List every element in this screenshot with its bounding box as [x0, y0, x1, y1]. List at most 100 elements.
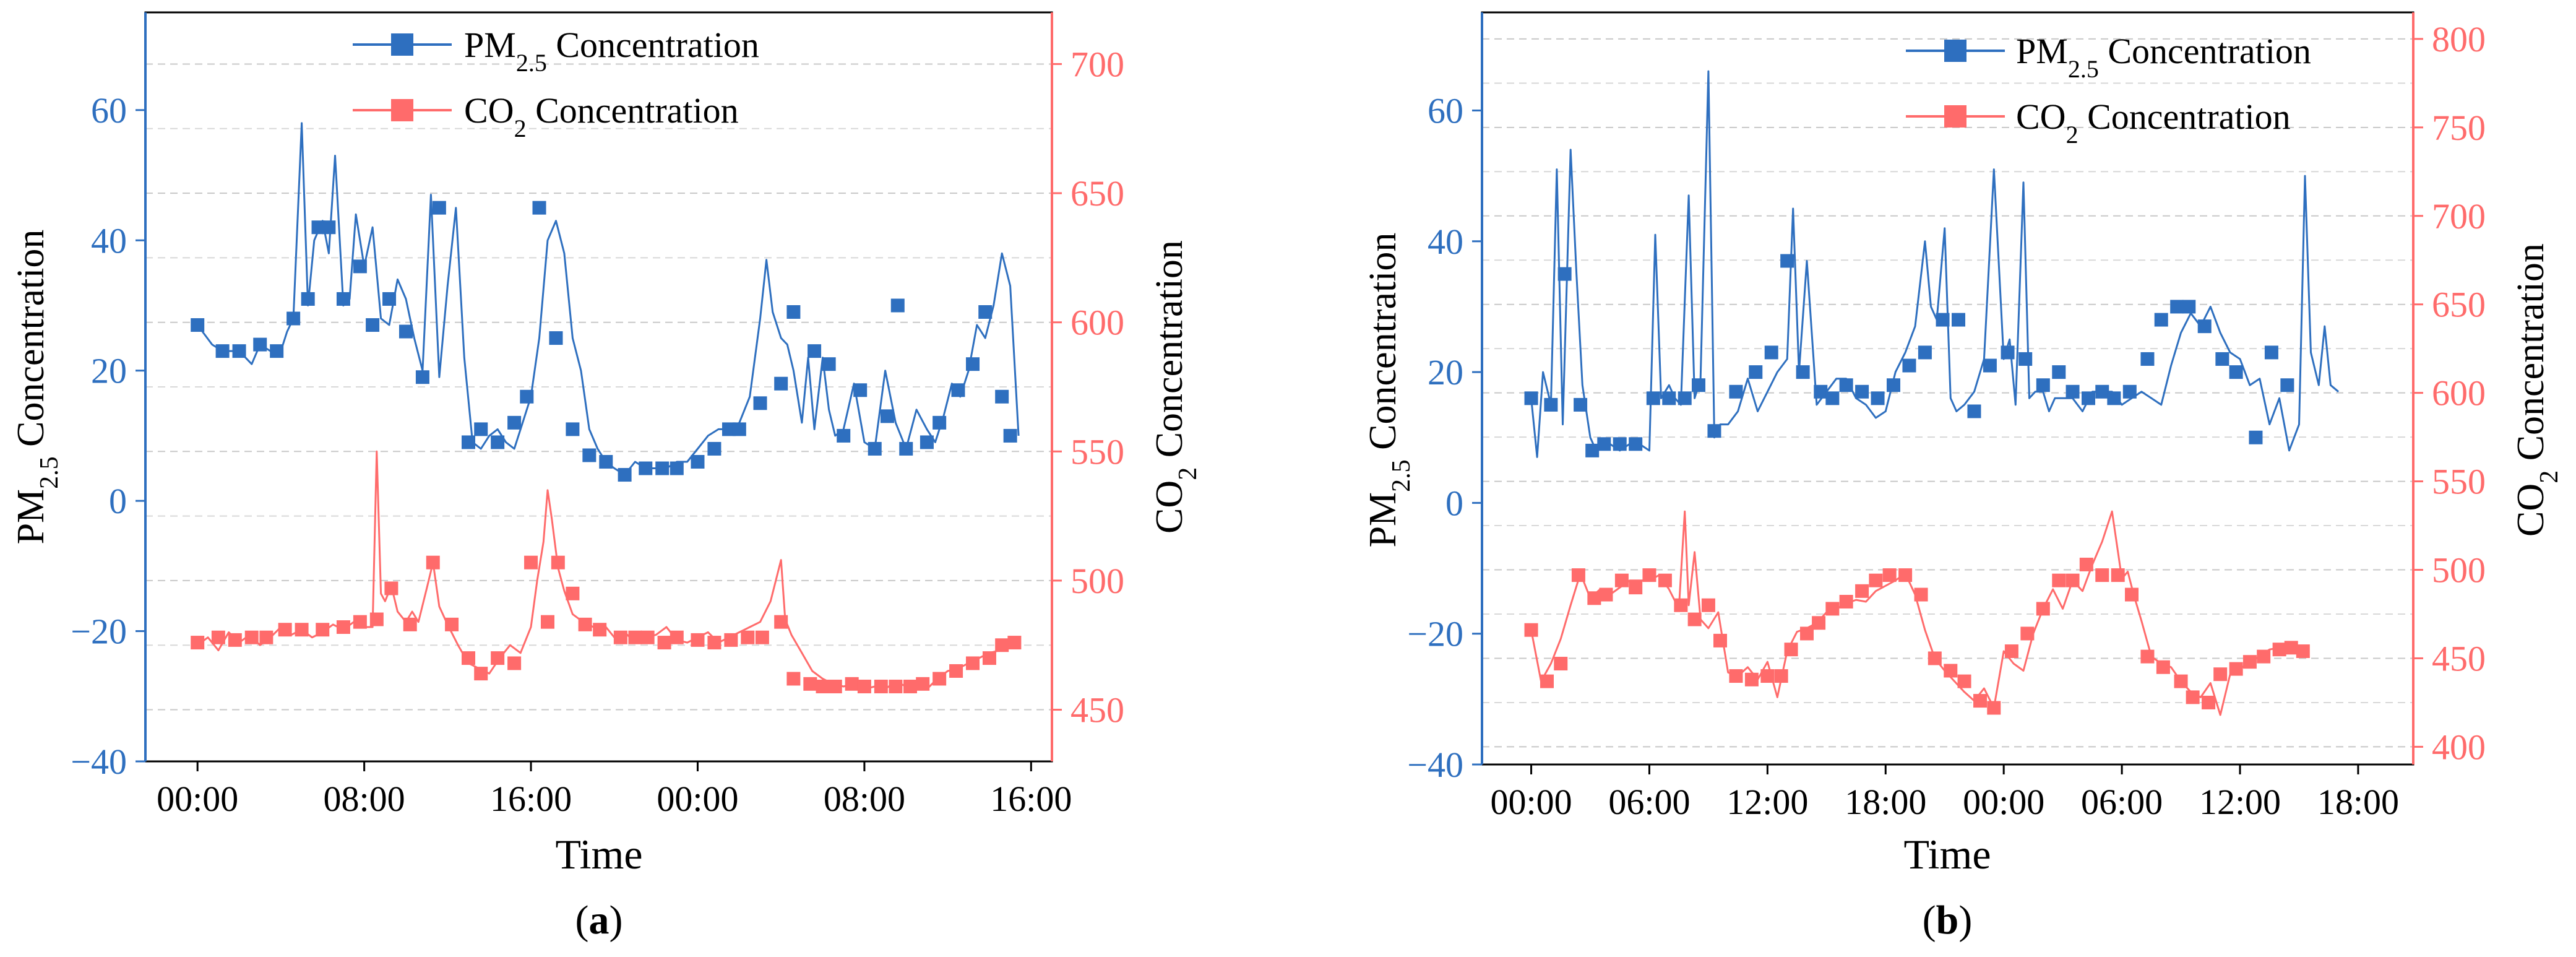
pm25-marker: [532, 201, 546, 215]
pm25-marker: [382, 292, 397, 306]
pm25-marker: [853, 383, 868, 397]
co2-marker: [857, 680, 871, 693]
co2-line: [197, 450, 1017, 690]
co2-marker: [628, 630, 642, 644]
pm25-marker: [2018, 352, 2033, 366]
co2-marker: [1658, 573, 1672, 587]
pm25-marker: [549, 331, 563, 345]
co2-marker: [786, 672, 801, 686]
co2-marker: [2020, 626, 2035, 641]
co2-marker: [228, 633, 242, 647]
right-axis-title: CO2 Concentration: [1148, 240, 1202, 534]
right-tick-label: 750: [2432, 108, 2486, 148]
pm25-marker: [868, 441, 882, 456]
pm25-marker: [837, 428, 851, 443]
co2-marker: [1855, 584, 1869, 598]
left-tick-label: −20: [1407, 614, 1463, 654]
pm25-marker: [2140, 352, 2155, 366]
pm25-marker: [1707, 424, 1721, 438]
pm25-marker: [1871, 391, 1885, 405]
co2-marker: [657, 636, 671, 650]
pm25-marker: [1839, 378, 1853, 392]
pm25-marker: [722, 422, 736, 436]
pm25-marker: [951, 383, 965, 397]
pm25-marker: [2170, 300, 2184, 314]
pm25-marker: [1574, 397, 1588, 412]
legend-item-co2: CO2 Concentration: [1906, 97, 2291, 149]
co2-marker: [2213, 667, 2228, 682]
co2-marker: [2229, 662, 2243, 676]
pm25-marker: [366, 318, 380, 332]
pm25-series-line: [1530, 70, 2340, 458]
legend-co2-marker: [1944, 105, 1966, 128]
co2-marker: [1914, 587, 1928, 602]
co2-marker: [828, 680, 842, 693]
co2-marker: [462, 651, 476, 665]
pm25-marker: [880, 409, 894, 423]
pm25-marker: [732, 422, 746, 436]
grid-lines: [1482, 38, 2413, 748]
co2-marker: [1524, 623, 1538, 637]
pm25-marker: [2182, 300, 2196, 314]
co2-marker: [1599, 587, 1613, 602]
left-tick-label: 60: [1428, 90, 1463, 131]
pm25-marker: [1544, 397, 1558, 412]
legend-pm25-label: PM2.5 Concentration: [2016, 31, 2311, 83]
pm25-marker: [1952, 313, 1965, 327]
pm25-marker: [2066, 384, 2080, 399]
pm25-marker: [2095, 384, 2109, 399]
pm25-marker: [1646, 391, 1660, 405]
right-tick-label: 500: [1070, 561, 1124, 601]
co2-marker: [1825, 602, 1840, 616]
pm25-marker: [618, 468, 632, 482]
pm25-marker: [566, 422, 580, 436]
x-axis-title: Time: [1903, 831, 1991, 878]
co2-marker: [2284, 641, 2298, 655]
co2-marker: [916, 677, 930, 691]
co2-marker: [278, 623, 292, 637]
pm25-marker: [398, 324, 413, 339]
pm25-marker: [1902, 358, 1916, 373]
co2-marker: [2036, 602, 2050, 616]
panel-label-a: (a): [575, 898, 623, 943]
pm25-marker: [639, 461, 653, 475]
co2-marker: [2125, 587, 2139, 602]
pm25-marker: [890, 298, 905, 313]
co2-marker: [741, 630, 755, 644]
x-tick-label: 16:00: [490, 779, 572, 819]
pm25-marker: [311, 220, 325, 235]
co2-marker: [2156, 660, 2170, 674]
co2-marker: [2111, 568, 2125, 582]
pm25-marker: [1967, 404, 1981, 418]
pm25-marker: [599, 455, 613, 469]
pm25-marker: [1597, 437, 1611, 451]
x-tick-label: 12:00: [1726, 782, 1808, 822]
co2-marker: [1882, 568, 1897, 582]
co2-marker: [1642, 568, 1656, 582]
co2-marker: [724, 633, 738, 647]
co2-marker: [1674, 598, 1688, 612]
legend: PM2.5 Concentration CO2 Concentration: [1906, 31, 2311, 149]
co2-marker: [2052, 573, 2066, 587]
co2-marker: [949, 664, 963, 678]
co2-marker: [1629, 581, 1643, 595]
x-tick-label: 08:00: [324, 779, 405, 819]
co2-marker: [566, 586, 580, 600]
pm25-marker: [215, 344, 230, 358]
x-tick-label: 00:00: [157, 779, 238, 819]
left-tick-label: −40: [71, 742, 127, 782]
co2-marker: [2066, 573, 2080, 587]
pm25-marker: [978, 305, 993, 319]
pm25-marker: [322, 220, 336, 235]
co2-marker: [1701, 598, 1715, 612]
co2-marker: [1729, 669, 1743, 683]
co2-marker: [1007, 636, 1022, 650]
co2-marker: [613, 630, 627, 644]
co2-marker: [2095, 568, 2109, 582]
pm25-marker: [1780, 254, 1794, 268]
legend-pm25-label: PM2.5 Concentration: [464, 25, 759, 77]
co2-marker: [2140, 649, 2155, 664]
x-tick-label: 00:00: [1490, 782, 1572, 822]
left-tick-label: 20: [91, 351, 127, 391]
